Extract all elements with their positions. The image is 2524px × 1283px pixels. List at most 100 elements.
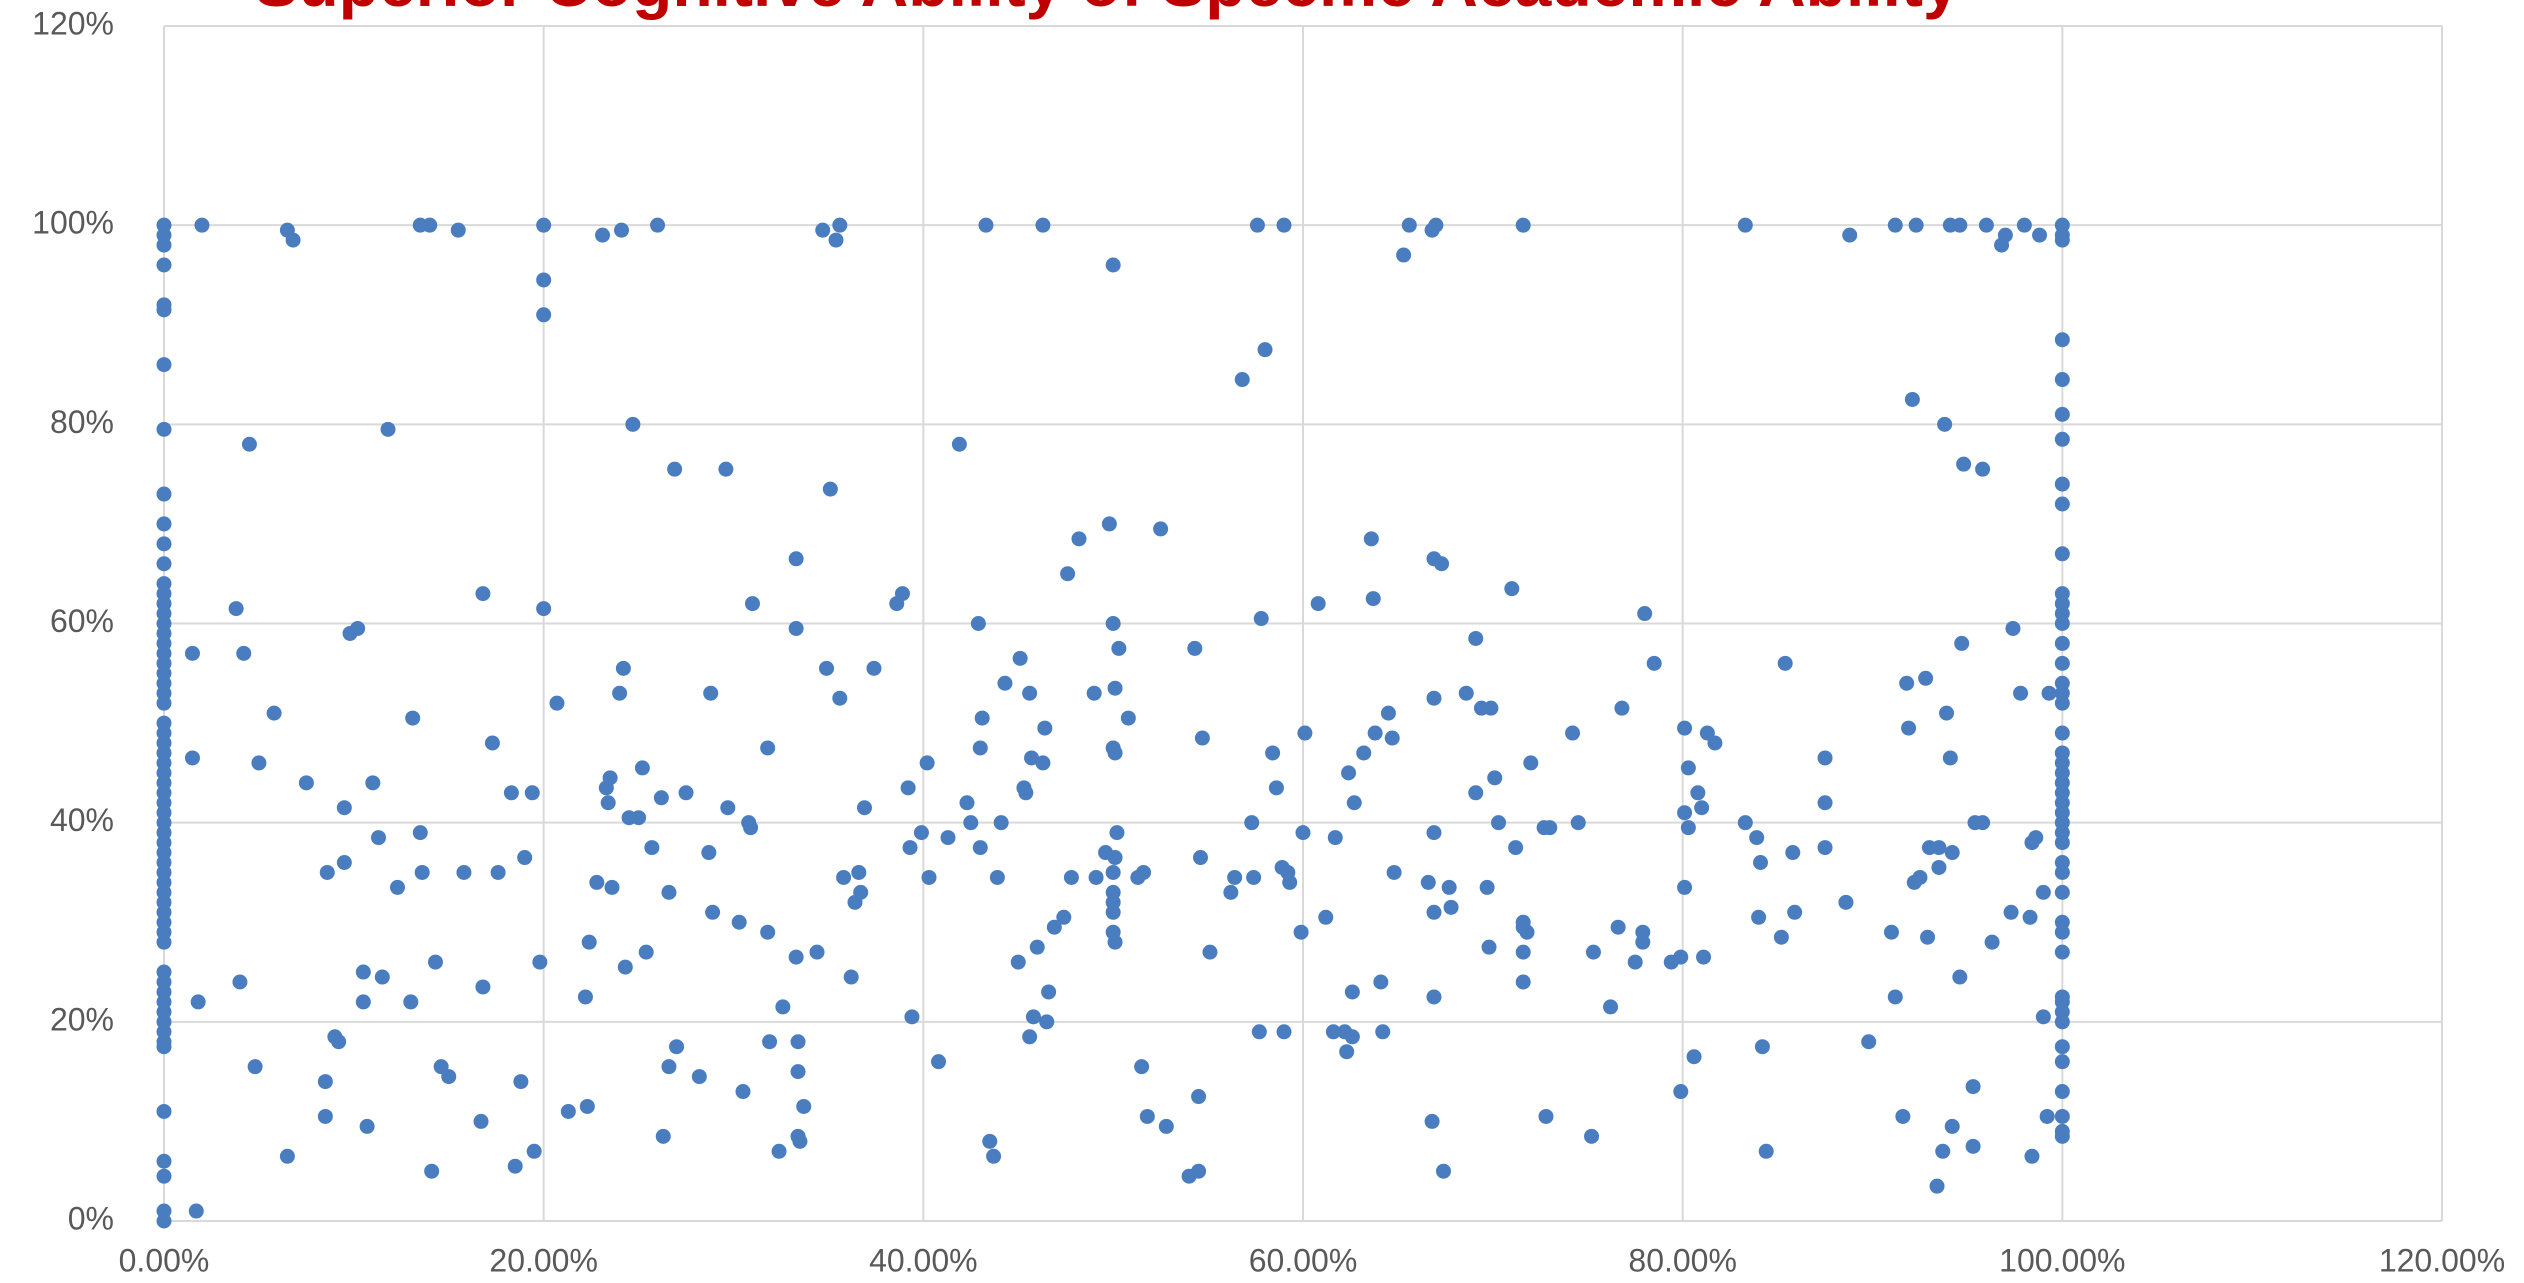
y-tick-label: 0% xyxy=(68,1200,114,1236)
point xyxy=(921,869,937,885)
point xyxy=(232,974,248,990)
point xyxy=(951,436,967,452)
point xyxy=(959,795,975,811)
point xyxy=(1401,217,1417,233)
point xyxy=(1677,805,1693,821)
point xyxy=(503,785,519,801)
x-tick-label: 80.00% xyxy=(1628,1242,1737,1278)
point xyxy=(1111,640,1127,656)
point xyxy=(1918,670,1934,686)
point xyxy=(1297,725,1313,741)
point xyxy=(1246,869,1262,885)
point xyxy=(1158,1118,1174,1134)
point xyxy=(2054,1054,2070,1070)
point xyxy=(634,760,650,776)
point xyxy=(1039,1014,1055,1030)
point xyxy=(653,790,669,806)
point xyxy=(972,840,988,856)
point xyxy=(2054,914,2070,930)
point xyxy=(1139,1108,1155,1124)
point xyxy=(978,217,994,233)
point xyxy=(1635,934,1651,950)
point xyxy=(913,825,929,841)
point xyxy=(441,1069,457,1085)
point xyxy=(365,775,381,791)
point xyxy=(156,421,172,437)
point xyxy=(669,1039,685,1055)
point xyxy=(940,830,956,846)
point xyxy=(156,1168,172,1184)
point xyxy=(1191,1163,1207,1179)
point xyxy=(1443,899,1459,915)
point xyxy=(1367,725,1383,741)
point xyxy=(156,257,172,273)
point xyxy=(2054,332,2070,348)
point xyxy=(1508,840,1524,856)
point xyxy=(2054,989,2070,1005)
point xyxy=(790,1064,806,1080)
point xyxy=(184,645,200,661)
point xyxy=(963,815,979,831)
point xyxy=(156,357,172,373)
point xyxy=(703,685,719,701)
point xyxy=(1194,730,1210,746)
point xyxy=(298,775,314,791)
point xyxy=(317,1108,333,1124)
point xyxy=(1838,894,1854,910)
point xyxy=(1234,372,1250,388)
point xyxy=(355,994,371,1010)
point xyxy=(1363,531,1379,547)
point xyxy=(1249,217,1265,233)
point xyxy=(1063,869,1079,885)
point xyxy=(790,1034,806,1050)
point xyxy=(1904,391,1920,407)
y-tick-label: 20% xyxy=(50,1001,114,1037)
point xyxy=(1024,750,1040,766)
point xyxy=(1627,954,1643,970)
point xyxy=(1468,785,1484,801)
point xyxy=(1101,516,1117,532)
point xyxy=(650,217,666,233)
point xyxy=(2054,372,2070,388)
point xyxy=(1614,700,1630,716)
point xyxy=(536,272,552,288)
point xyxy=(1842,227,1858,243)
point xyxy=(1952,969,1968,985)
point xyxy=(1603,999,1619,1015)
point xyxy=(389,879,405,895)
point xyxy=(1908,217,1924,233)
point xyxy=(1749,830,1765,846)
point xyxy=(513,1074,529,1090)
point xyxy=(1787,904,1803,920)
point xyxy=(1538,1108,1554,1124)
point xyxy=(819,660,835,676)
point xyxy=(1680,820,1696,836)
point xyxy=(1965,1079,1981,1095)
point xyxy=(1434,556,1450,572)
point xyxy=(866,660,882,676)
point xyxy=(982,1133,998,1149)
point xyxy=(241,436,257,452)
y-tick-label: 60% xyxy=(50,603,114,639)
point xyxy=(1022,685,1038,701)
point xyxy=(617,959,633,975)
point xyxy=(2054,655,2070,671)
point xyxy=(1373,974,1389,990)
chart-title: Superior Cognitive Ability of Specific A… xyxy=(254,0,1960,20)
point xyxy=(156,1203,172,1219)
point xyxy=(1426,825,1442,841)
point xyxy=(285,232,301,248)
point xyxy=(997,675,1013,691)
point xyxy=(595,227,611,243)
point xyxy=(1426,690,1442,706)
point xyxy=(1673,949,1689,965)
point xyxy=(1754,1039,1770,1055)
point xyxy=(266,705,282,721)
point xyxy=(355,964,371,980)
point xyxy=(1105,616,1121,631)
point xyxy=(1191,1089,1207,1105)
point xyxy=(475,979,491,995)
point xyxy=(2028,830,2044,846)
point xyxy=(2054,725,2070,741)
point xyxy=(1293,924,1309,940)
